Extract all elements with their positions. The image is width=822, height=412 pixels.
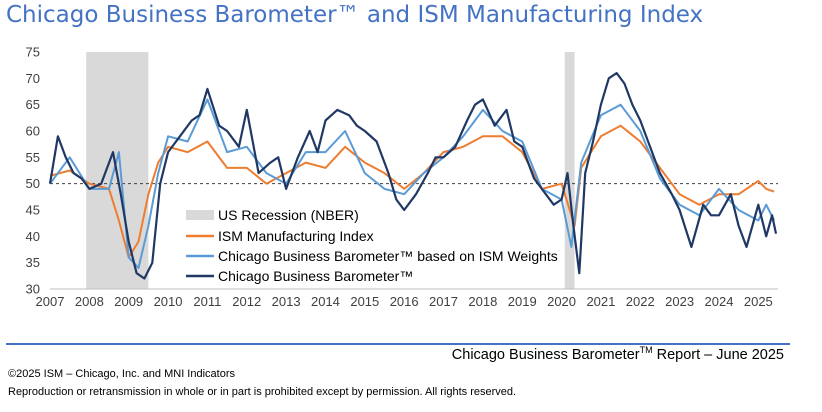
x-tick-label: 2024 xyxy=(705,294,734,308)
series-line-2 xyxy=(49,98,775,269)
x-tick-label: 2017 xyxy=(429,294,458,308)
series-line-1 xyxy=(49,124,775,259)
y-tick-label: 45 xyxy=(26,203,40,218)
x-tick-label: 2010 xyxy=(154,294,183,308)
x-tick-label: 2019 xyxy=(508,294,537,308)
y-tick-label: 55 xyxy=(26,150,40,165)
y-tick-label: 60 xyxy=(26,124,40,139)
x-tick-label: 2013 xyxy=(272,294,301,308)
legend-label: Chicago Business Barometer™ xyxy=(218,268,413,284)
page-title: Chicago Business Barometer™ and ISM Manu… xyxy=(6,2,704,28)
x-tick-label: 2014 xyxy=(311,294,340,308)
report-tm: TM xyxy=(639,345,653,355)
x-tick-label: 2020 xyxy=(547,294,576,308)
legend-label: US Recession (NBER) xyxy=(218,207,359,223)
x-tick-label: 2016 xyxy=(390,294,419,308)
line-chart: 30 35 40 45 50 55 60 65 70 75 2007 2008 2009 2010 2011… xyxy=(26,45,778,308)
x-tick-label: 2007 xyxy=(36,294,65,308)
recession-band-2 xyxy=(564,52,575,289)
y-tick-label: 40 xyxy=(26,229,40,244)
x-tick-label: 2012 xyxy=(232,294,261,308)
x-tick-label: 2021 xyxy=(586,294,615,308)
series-line-3 xyxy=(48,71,778,280)
y-tick-label: 70 xyxy=(26,71,40,86)
x-tick-label: 2023 xyxy=(665,294,694,308)
y-tick-label: 35 xyxy=(26,255,40,270)
x-tick-label: 2018 xyxy=(468,294,497,308)
rights-text: Reproduction or retransmission in whole … xyxy=(8,386,517,398)
report-prefix: Chicago Business Barometer xyxy=(451,346,640,363)
copyright-text: ©2025 ISM – Chicago, Inc. and MNI Indica… xyxy=(8,368,235,380)
legend-label: Chicago Business Barometer™ based on ISM… xyxy=(218,248,558,264)
y-tick-label: 65 xyxy=(26,97,40,112)
report-label: Chicago Business BarometerTM Report – Ju… xyxy=(452,345,784,363)
y-tick-label: 50 xyxy=(26,176,40,191)
divider xyxy=(6,343,790,345)
x-tick-label: 2015 xyxy=(350,294,379,308)
x-tick-label: 2022 xyxy=(626,294,655,308)
x-tick-label: 2009 xyxy=(114,294,143,308)
x-tick-label: 2008 xyxy=(75,294,104,308)
report-suffix: Report – June 2025 xyxy=(652,346,784,363)
x-tick-label: 2025 xyxy=(744,294,773,308)
legend-label: ISM Manufacturing Index xyxy=(218,228,374,244)
y-tick-label: 30 xyxy=(26,282,40,297)
x-tick-label: 2011 xyxy=(193,294,221,308)
y-tick-label: 75 xyxy=(26,45,40,60)
legend-swatch-recession xyxy=(186,210,214,220)
